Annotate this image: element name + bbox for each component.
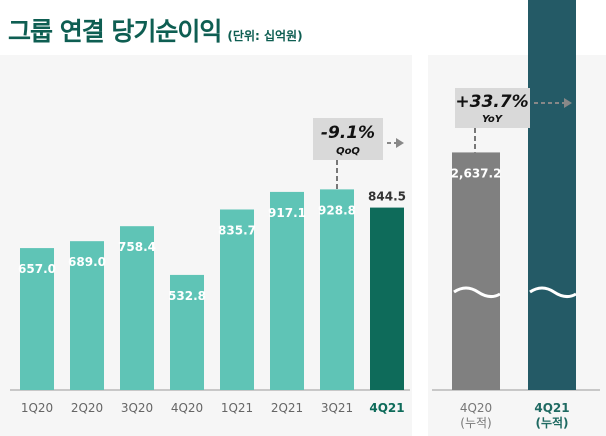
qoq-label: QoQ bbox=[336, 146, 360, 157]
axis-break-icon bbox=[529, 286, 577, 299]
bar-3Q20 bbox=[120, 226, 154, 390]
x-tick-label: 4Q20 bbox=[171, 401, 203, 415]
x-tick-label: 4Q21 bbox=[369, 401, 404, 415]
arrow-right-icon bbox=[396, 138, 404, 148]
unit-label: (단위: 십억원) bbox=[227, 29, 303, 43]
x-tick-label: 3Q21 bbox=[321, 401, 353, 415]
data-label: 928.8 bbox=[318, 203, 356, 217]
x-tick-label: 4Q20 bbox=[460, 401, 492, 415]
qoq-box bbox=[313, 118, 383, 160]
yoy-label: YoY bbox=[482, 114, 504, 125]
data-label: 844.5 bbox=[368, 190, 406, 204]
data-label: 532.8 bbox=[168, 289, 206, 303]
data-label: 657.0 bbox=[18, 262, 56, 276]
data-label: 689.0 bbox=[68, 255, 106, 269]
x-tick-label: (누적) bbox=[460, 416, 491, 430]
data-label: 758.4 bbox=[118, 240, 156, 254]
x-tick-label: 2Q20 bbox=[71, 401, 103, 415]
bar-4Q20 bbox=[170, 274, 204, 390]
x-tick-label: 1Q21 bbox=[221, 401, 253, 415]
title-text: 그룹 연결 당기순이익 bbox=[8, 17, 222, 46]
bar-1Q20 bbox=[20, 248, 54, 390]
bar-2Q21 bbox=[270, 191, 304, 390]
axis-break-icon bbox=[453, 286, 501, 299]
chart-title: 그룹 연결 당기순이익 (단위: 십억원) bbox=[8, 12, 303, 48]
yoy-box bbox=[455, 88, 530, 128]
bar-4Q21 bbox=[528, 0, 576, 390]
x-tick-label: 2Q21 bbox=[271, 401, 303, 415]
x-tick-label: 1Q20 bbox=[21, 401, 53, 415]
data-label: 2,637.2 bbox=[451, 166, 502, 180]
bar-1Q21 bbox=[220, 209, 254, 390]
data-label: 835.7 bbox=[218, 223, 256, 237]
bar-4Q20 bbox=[452, 152, 500, 390]
bar-3Q21 bbox=[320, 189, 354, 390]
x-tick-label: 3Q20 bbox=[121, 401, 153, 415]
arrow-right-icon bbox=[564, 98, 572, 108]
bar-2Q20 bbox=[70, 241, 104, 390]
data-label: 917.1 bbox=[268, 206, 306, 220]
x-tick-label: (누적) bbox=[535, 415, 568, 430]
qoq-value: -9.1% bbox=[321, 123, 375, 143]
bar-4Q21 bbox=[370, 207, 404, 390]
yoy-value: +33.7% bbox=[455, 92, 528, 112]
x-tick-label: 4Q21 bbox=[534, 401, 569, 415]
